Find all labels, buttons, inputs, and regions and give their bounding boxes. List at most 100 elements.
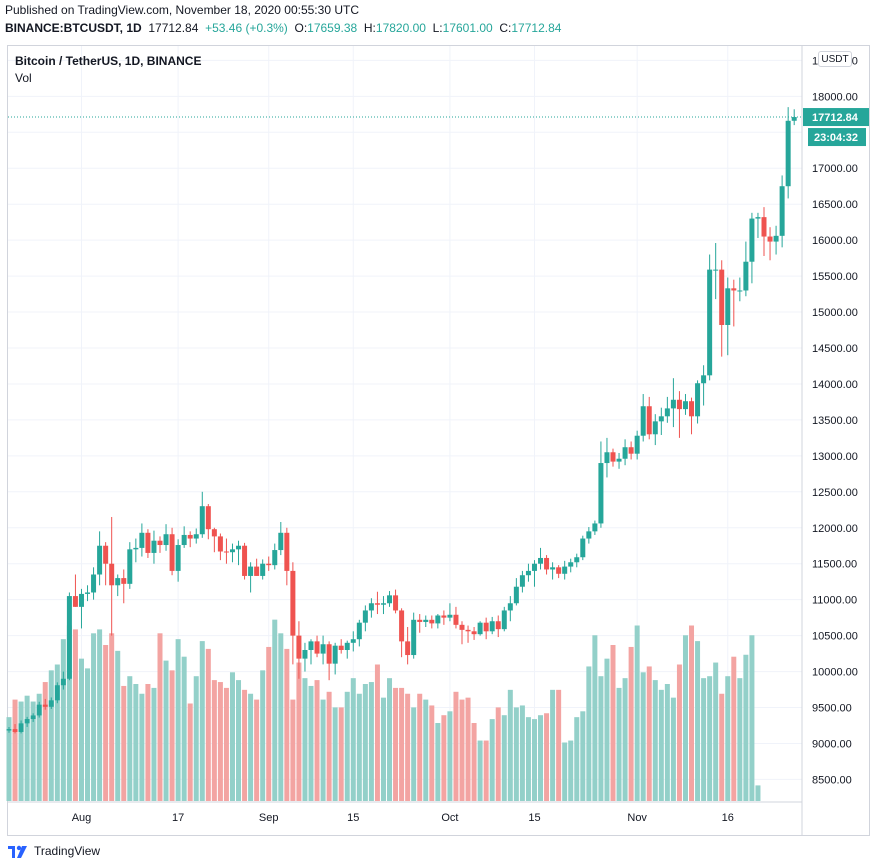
volume-bars xyxy=(6,619,761,801)
candle-body xyxy=(519,575,525,587)
candle xyxy=(254,558,260,576)
candle-body xyxy=(604,452,610,464)
candle xyxy=(550,562,556,580)
volume-bar xyxy=(598,676,604,801)
candle-body xyxy=(97,545,103,575)
candle-body xyxy=(695,383,701,417)
candle xyxy=(332,642,338,675)
volume-bar xyxy=(217,682,223,801)
chart-frame xyxy=(7,45,870,836)
volume-bar xyxy=(495,707,501,801)
candle xyxy=(248,562,254,593)
candle-body xyxy=(646,406,652,435)
volume-bar xyxy=(538,715,544,801)
candle-body xyxy=(254,566,260,576)
y-tick-label: 14000.00 xyxy=(812,379,858,391)
ohlc-header: BINANCE:BTCUSDT, 1D 17712.84 +53.46 (+0.… xyxy=(5,21,561,35)
footer-brand[interactable]: TradingView xyxy=(6,842,100,860)
candle xyxy=(368,598,374,618)
candle xyxy=(689,397,695,435)
x-tick-label: 15 xyxy=(347,812,359,824)
candle xyxy=(266,556,272,571)
candle xyxy=(465,625,471,643)
candle-body xyxy=(91,574,97,593)
candle xyxy=(459,621,465,645)
candle-body xyxy=(725,288,731,325)
candle xyxy=(719,260,725,357)
y-tick-label: 9000.00 xyxy=(812,738,852,750)
volume-bar xyxy=(127,676,133,801)
volume-bar xyxy=(592,635,598,801)
volume-bar xyxy=(12,699,18,801)
candle xyxy=(598,441,604,528)
low-value: 17601.00 xyxy=(442,21,493,35)
candle xyxy=(229,543,235,563)
volume-bar xyxy=(380,697,386,801)
volume-bar xyxy=(133,684,139,801)
countdown-badge xyxy=(808,128,866,147)
volume-bar xyxy=(622,678,628,801)
candle xyxy=(513,578,519,606)
volume-bar xyxy=(399,687,405,801)
candle xyxy=(308,639,314,665)
candle-body xyxy=(586,531,592,539)
candle xyxy=(707,254,713,381)
candle xyxy=(139,523,145,557)
volume-bar xyxy=(658,689,664,801)
symbol-label: BINANCE:BTCUSDT, 1D xyxy=(5,21,142,35)
candle-body xyxy=(199,506,205,535)
candle-body xyxy=(471,631,477,635)
last-price-badge xyxy=(803,108,869,127)
candle-body xyxy=(495,621,501,630)
y-tick-label: 15000.00 xyxy=(812,307,858,319)
candle-body xyxy=(525,570,531,576)
candle-body xyxy=(145,532,151,553)
candle-body xyxy=(477,622,483,635)
candle xyxy=(592,520,598,535)
published-note: Published on TradingView.com, November 1… xyxy=(5,3,359,17)
candle-body xyxy=(544,557,550,570)
candle xyxy=(290,562,296,665)
candle-body xyxy=(151,540,157,553)
volume-bar xyxy=(429,705,435,801)
candle-body xyxy=(308,641,314,650)
volume-bar xyxy=(302,678,308,801)
candle xyxy=(103,542,109,586)
candle-body xyxy=(755,217,761,219)
volume-bar xyxy=(205,648,211,801)
candle xyxy=(664,396,670,423)
candle xyxy=(326,641,332,681)
volume-bar xyxy=(290,699,296,801)
volume-bar xyxy=(326,691,332,801)
candle xyxy=(646,396,652,440)
volume-bar xyxy=(465,697,471,801)
volume-bar xyxy=(229,672,235,801)
currency-button[interactable]: USDT xyxy=(818,51,852,67)
candle xyxy=(604,437,610,478)
candle xyxy=(109,516,115,636)
candle-body xyxy=(302,650,308,659)
volume-bar xyxy=(175,639,181,801)
candle-body xyxy=(399,610,405,642)
candle-body xyxy=(133,547,139,550)
tradingview-logo-icon xyxy=(8,845,27,858)
candle-body xyxy=(501,610,507,630)
volume-bar xyxy=(157,633,163,801)
candle-body xyxy=(459,624,465,630)
candle xyxy=(737,277,743,302)
candle xyxy=(350,631,356,652)
candle-body xyxy=(18,723,24,732)
y-tick-label: 8500.00 xyxy=(812,774,852,786)
candle xyxy=(525,563,531,582)
candle-body xyxy=(713,269,719,271)
candle-body xyxy=(66,596,72,679)
candle-body xyxy=(749,218,755,262)
candle-body xyxy=(193,534,199,539)
candle-body xyxy=(260,563,266,576)
volume-bar xyxy=(682,635,688,801)
candle xyxy=(538,547,544,570)
x-tick-label: 17 xyxy=(172,812,184,824)
candle-body xyxy=(121,578,127,584)
candle-body xyxy=(785,120,791,187)
